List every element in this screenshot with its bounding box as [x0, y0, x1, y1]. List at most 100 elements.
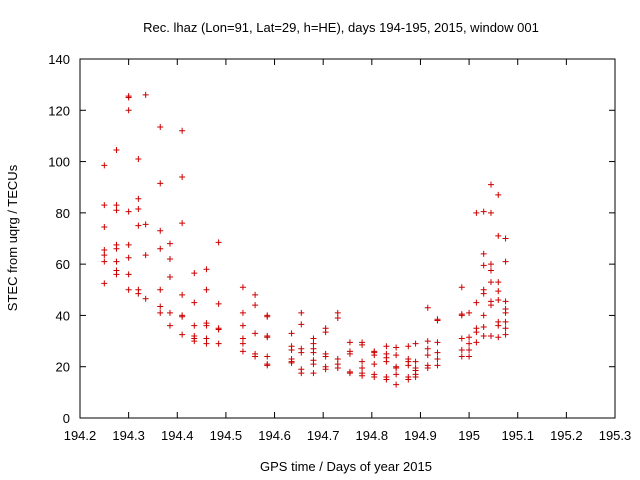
data-point	[412, 373, 419, 380]
data-point	[495, 297, 502, 304]
data-point	[166, 273, 173, 280]
data-point	[359, 364, 366, 371]
data-point	[487, 302, 494, 309]
data-point	[203, 322, 210, 329]
x-tick-label: 194.4	[161, 428, 194, 443]
data-point	[252, 291, 259, 298]
data-point	[473, 329, 480, 336]
data-point	[101, 162, 108, 169]
data-point	[239, 335, 246, 342]
data-point	[203, 340, 210, 347]
data-point	[502, 258, 509, 265]
data-point	[113, 271, 120, 278]
data-point	[113, 202, 120, 209]
data-point	[434, 362, 441, 369]
data-point	[495, 288, 502, 295]
data-point	[191, 299, 198, 306]
data-point	[166, 256, 173, 263]
data-point	[480, 208, 487, 215]
data-point	[125, 286, 132, 293]
x-tick-label: 195.1	[501, 428, 534, 443]
data-point	[466, 340, 473, 347]
data-point	[458, 353, 465, 360]
data-point	[239, 284, 246, 291]
data-point	[502, 331, 509, 338]
data-point	[142, 221, 149, 228]
data-point	[264, 334, 271, 341]
data-point	[113, 258, 120, 265]
data-point	[125, 271, 132, 278]
data-point	[393, 344, 400, 351]
y-axis: 0 20 40 60 80 100 120 140	[48, 52, 615, 426]
data-point	[135, 222, 142, 229]
chart-title: Rec. lhaz (Lon=91, Lat=29, h=HE), days 1…	[143, 20, 539, 35]
data-point	[113, 245, 120, 252]
data-point	[495, 232, 502, 239]
data-point	[264, 362, 271, 369]
data-point	[424, 304, 431, 311]
data-point	[125, 254, 132, 261]
data-point	[480, 250, 487, 257]
data-point	[466, 309, 473, 316]
data-point	[203, 266, 210, 273]
data-point	[424, 345, 431, 352]
data-point	[334, 364, 341, 371]
data-point	[191, 270, 198, 277]
data-point	[215, 239, 222, 246]
x-axis-label: GPS time / Days of year 2015	[260, 459, 432, 474]
data-point	[298, 370, 305, 377]
data-point	[458, 284, 465, 291]
data-point	[458, 312, 465, 319]
data-point	[405, 362, 412, 369]
data-point	[101, 252, 108, 259]
data-point	[113, 147, 120, 154]
data-point	[191, 322, 198, 329]
data-point	[480, 262, 487, 269]
x-tick-label: 194.9	[404, 428, 437, 443]
data-point	[101, 223, 108, 230]
data-point	[458, 347, 465, 354]
data-point	[334, 356, 341, 363]
data-point	[371, 373, 378, 380]
x-tick-label: 195.2	[550, 428, 583, 443]
data-point	[487, 261, 494, 268]
data-point	[264, 353, 271, 360]
data-point	[166, 322, 173, 329]
data-point	[298, 349, 305, 356]
data-point	[434, 317, 441, 324]
data-point	[179, 313, 186, 320]
x-tick-label: 194.7	[307, 428, 340, 443]
data-point	[135, 156, 142, 163]
data-point	[480, 312, 487, 319]
data-point	[487, 181, 494, 188]
data-point	[239, 322, 246, 329]
data-point	[502, 235, 509, 242]
data-point	[157, 286, 164, 293]
data-point	[424, 338, 431, 345]
data-point	[434, 349, 441, 356]
data-point	[288, 330, 295, 337]
data-point	[359, 341, 366, 348]
data-point	[157, 245, 164, 252]
data-point	[310, 335, 317, 342]
data-point	[135, 195, 142, 202]
data-point	[393, 381, 400, 388]
data-point	[405, 376, 412, 383]
data-point	[434, 339, 441, 346]
data-point	[458, 335, 465, 342]
plot-frame	[79, 58, 616, 419]
data-point	[135, 290, 142, 297]
y-tick-label: 100	[48, 155, 70, 170]
x-tick-label: 194.3	[112, 428, 145, 443]
data-point	[473, 339, 480, 346]
data-point	[310, 340, 317, 347]
data-point	[393, 364, 400, 371]
data-point	[502, 298, 509, 305]
data-point	[298, 321, 305, 328]
data-point	[405, 343, 412, 350]
data-point	[466, 353, 473, 360]
x-tick-label: 195	[458, 428, 480, 443]
data-point	[298, 309, 305, 316]
data-point	[495, 191, 502, 198]
data-point	[252, 302, 259, 309]
